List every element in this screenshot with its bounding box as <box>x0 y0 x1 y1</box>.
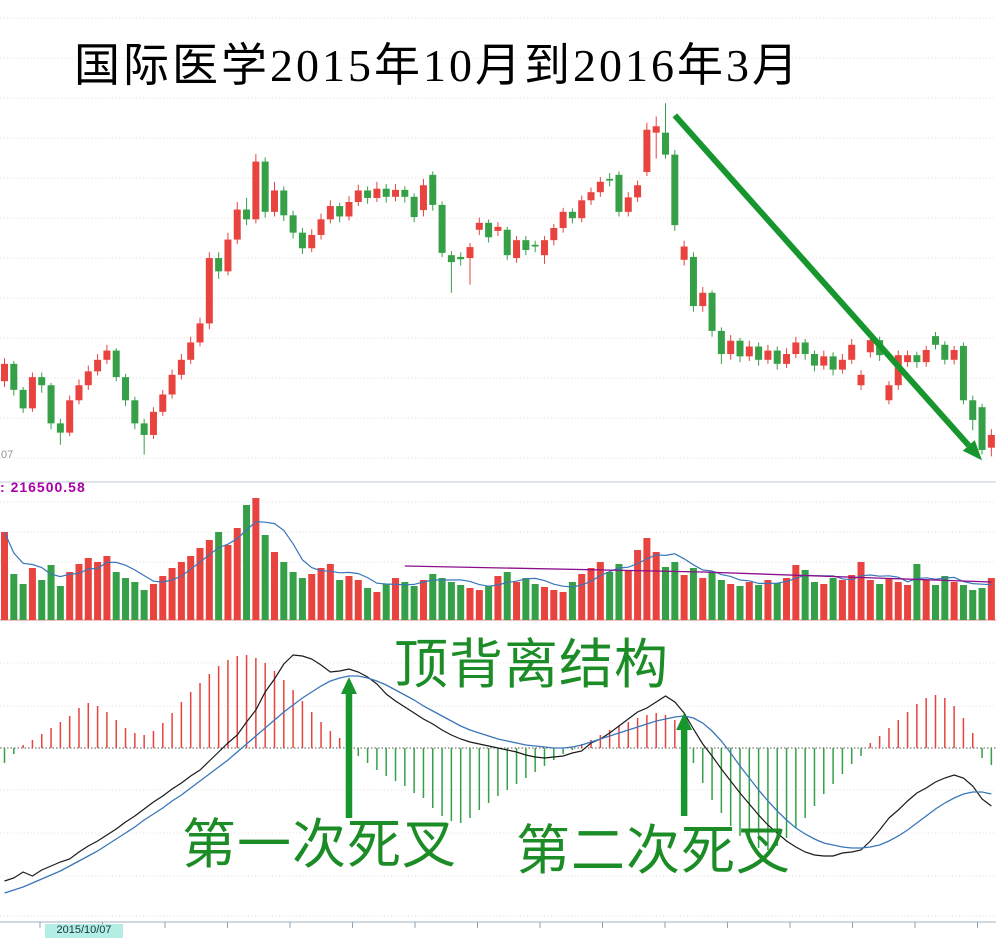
date-axis <box>0 921 996 928</box>
macd-arrow-1 <box>340 677 357 818</box>
dea-line <box>4 675 992 894</box>
macd-arrow-2 <box>676 713 693 816</box>
dif-line <box>4 654 992 882</box>
trend-arrow <box>672 113 983 461</box>
macd-histogram <box>3 655 993 850</box>
volume-ma-long-line <box>404 565 992 583</box>
volume-bars <box>1 498 995 620</box>
candles-group <box>1 103 995 457</box>
